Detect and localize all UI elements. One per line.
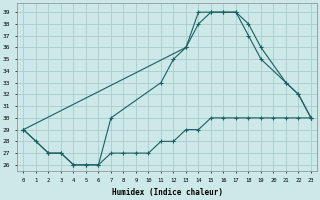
X-axis label: Humidex (Indice chaleur): Humidex (Indice chaleur) <box>112 188 223 197</box>
